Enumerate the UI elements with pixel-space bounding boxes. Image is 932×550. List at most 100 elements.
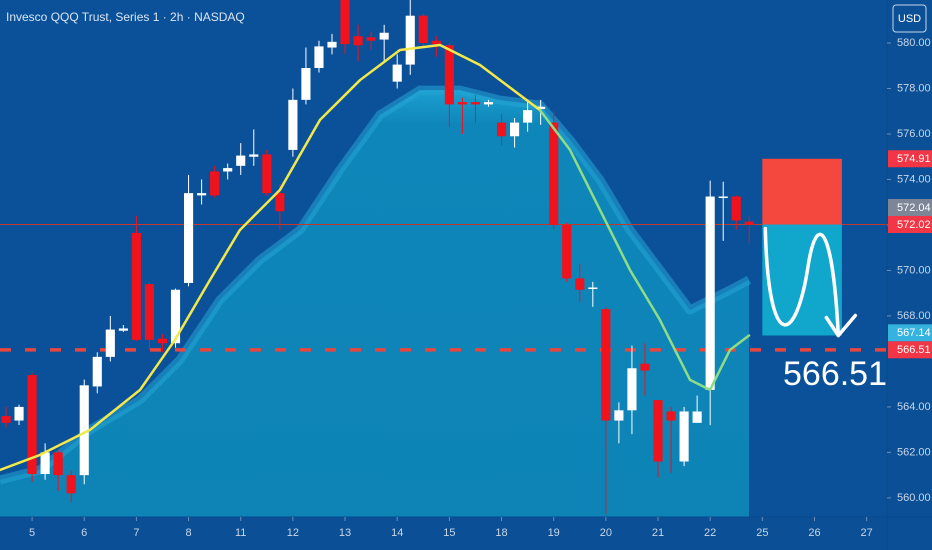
moving-average (0, 43, 542, 472)
price-label-box (888, 150, 932, 168)
candle-layer (1, 0, 754, 514)
candle-body (79, 385, 89, 476)
candle-body (353, 36, 363, 46)
area (0, 90, 750, 517)
candle-body (496, 122, 507, 137)
candle-body (588, 287, 598, 290)
candle-body (223, 168, 233, 172)
candle-body (705, 196, 715, 390)
candle-body (601, 309, 611, 421)
x-tick-label: 25 (756, 527, 768, 539)
price-label: 566.51 (897, 344, 931, 356)
x-tick-label: 8 (185, 527, 191, 539)
candle-body (653, 400, 663, 462)
candle-body (614, 410, 624, 421)
y-tick-label: 578.00 (897, 82, 931, 94)
currency-label[interactable]: USD (898, 13, 921, 25)
candle-body (27, 375, 37, 475)
candle-body (444, 45, 454, 105)
candle-body (53, 452, 63, 476)
candle-body (157, 338, 168, 344)
candle-body (627, 368, 637, 411)
target-zone (762, 224, 842, 336)
x-tick-label: 13 (339, 527, 351, 539)
candle-body (640, 363, 650, 371)
candle-body (249, 154, 259, 157)
candle-body (288, 99, 298, 150)
price-label: 572.04 (897, 202, 931, 214)
candle-body (1, 416, 11, 423)
x-tick-label: 12 (287, 527, 299, 539)
candle-body (431, 40, 441, 45)
currency-button[interactable] (892, 4, 927, 33)
candle-body (392, 64, 402, 82)
candle-body (314, 46, 324, 69)
y-tick-label: 574.00 (897, 173, 931, 185)
candle-body (275, 193, 285, 212)
candle-body (118, 328, 128, 331)
x-tick-label: 26 (808, 527, 820, 539)
y-tick-label: 560.00 (897, 492, 931, 504)
x-tick-label: 6 (81, 527, 87, 539)
candle-body (301, 68, 311, 100)
candle-body (575, 278, 585, 290)
price-label-box (888, 324, 932, 342)
candle-body (340, 0, 350, 45)
candle-body (523, 110, 533, 123)
plot-layer (0, 85, 887, 517)
candle-body (183, 193, 194, 283)
x-tick-label: 7 (133, 527, 139, 539)
x-tick-label: 15 (443, 527, 455, 539)
price-label-box (888, 215, 932, 233)
y-tick-label: 568.00 (897, 310, 931, 322)
wave-arrowhead (824, 313, 858, 338)
x-tick-label: 14 (391, 527, 403, 539)
candle-body (40, 452, 50, 475)
price-label-box (888, 198, 932, 216)
x-tick-label: 19 (548, 527, 560, 539)
candle-body (236, 155, 246, 166)
candle-body (510, 122, 520, 137)
candle-body (457, 102, 467, 105)
chart-title: Invesco QQQ Trust, Series 1 · 2h · NASDA… (6, 10, 245, 24)
y-tick-label: 576.00 (897, 128, 931, 140)
candle-body (197, 193, 207, 196)
moving-average (538, 108, 751, 392)
candle-body (470, 102, 481, 105)
candle-body (536, 106, 546, 109)
y-tick-label: 562.00 (897, 446, 931, 458)
x-tick-label: 20 (600, 527, 612, 539)
y-tick-label: 570.00 (897, 264, 931, 276)
x-tick-label: 27 (861, 527, 873, 539)
candle-body (262, 154, 272, 194)
candle-body (170, 289, 181, 344)
candle-body (366, 37, 376, 41)
price-label: 572.02 (897, 219, 931, 231)
price-label-box (888, 341, 932, 359)
candle-body (666, 411, 676, 421)
candle-body (562, 224, 572, 279)
x-tick-label: 5 (29, 527, 35, 539)
candle-body (131, 232, 141, 340)
candle-body (549, 122, 559, 225)
x-tick-label: 21 (652, 527, 664, 539)
candle-body (731, 196, 741, 221)
candle-body (718, 196, 728, 199)
candle-body (14, 406, 24, 421)
candle-body (679, 411, 689, 462)
candle-body (92, 356, 102, 387)
candle-body (379, 32, 389, 40)
candle-body (144, 284, 155, 340)
candle-body (418, 15, 428, 43)
stop-zone (762, 158, 842, 225)
candle-body (327, 41, 337, 48)
candle-body (405, 15, 415, 65)
wave-arrow (763, 226, 841, 338)
overlay-layer (0, 43, 858, 472)
candle-body (692, 411, 702, 423)
candle-body (66, 475, 76, 494)
price-label: 574.91 (897, 153, 931, 165)
y-tick-label: 564.00 (897, 401, 931, 413)
candle-body (744, 221, 754, 225)
